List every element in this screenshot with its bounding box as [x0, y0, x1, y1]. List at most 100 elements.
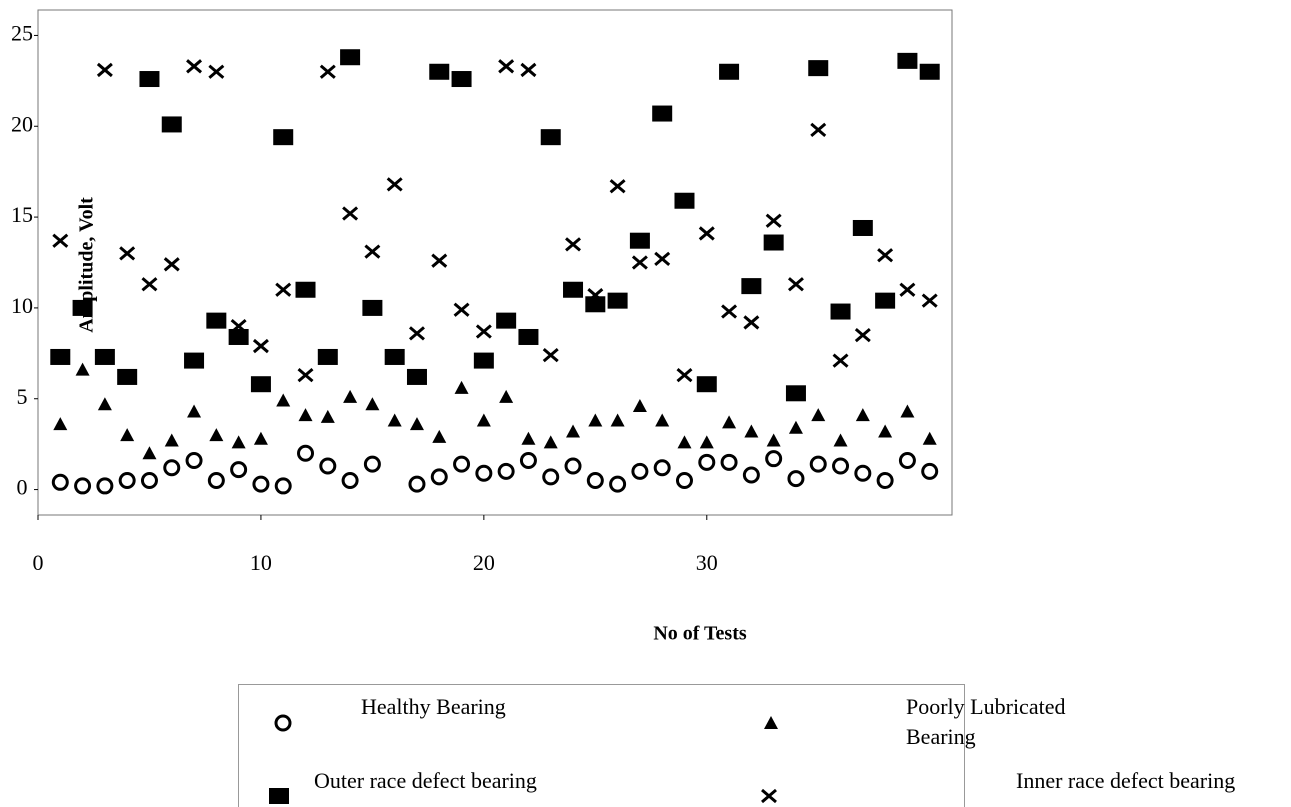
data-point — [117, 368, 138, 385]
data-point — [432, 429, 447, 443]
legend-marker — [274, 714, 292, 732]
data-point — [453, 302, 470, 317]
data-point — [252, 338, 269, 354]
data-point — [140, 471, 158, 489]
data-point — [276, 393, 291, 407]
data-point — [699, 435, 714, 449]
data-point — [364, 244, 381, 259]
data-point — [763, 234, 784, 251]
data-point — [810, 122, 827, 138]
y-tick-label: 0 — [17, 475, 28, 500]
data-point — [297, 367, 314, 383]
data-point — [676, 367, 693, 383]
data-point — [50, 348, 71, 365]
legend-symbol — [761, 788, 777, 804]
data-point — [787, 470, 805, 488]
legend-label: Inner race defect bearing — [1016, 768, 1236, 793]
data-point — [408, 326, 425, 341]
plot-frame — [37, 9, 953, 516]
data-point — [340, 49, 361, 66]
data-point — [610, 413, 625, 427]
data-point — [765, 213, 782, 228]
data-point — [295, 281, 316, 298]
data-point — [384, 348, 405, 365]
data-point — [473, 352, 494, 369]
y-tick-label: 15 — [11, 202, 33, 227]
data-point — [53, 417, 68, 431]
data-point — [496, 312, 517, 329]
data-point — [607, 292, 628, 309]
data-point — [252, 475, 270, 493]
data-point — [187, 404, 202, 418]
data-point — [519, 452, 537, 470]
data-point — [319, 457, 337, 475]
data-point — [429, 63, 450, 80]
data-point — [406, 368, 427, 385]
data-point — [475, 324, 492, 339]
data-point — [631, 462, 649, 480]
data-point — [632, 399, 647, 413]
data-point — [362, 299, 383, 316]
legend-marker — [761, 788, 777, 804]
data-point — [184, 352, 205, 369]
data-point — [585, 296, 606, 313]
data-point — [722, 415, 737, 429]
x-tick-label: 10 — [250, 550, 272, 575]
data-point — [430, 468, 448, 486]
data-point — [675, 471, 693, 489]
data-point — [96, 477, 114, 495]
legend-marker — [764, 716, 778, 729]
data-point — [811, 408, 826, 422]
data-point — [542, 348, 559, 363]
data-point — [386, 177, 403, 192]
data-point — [250, 376, 271, 393]
data-point — [476, 413, 491, 427]
data-point — [741, 278, 762, 295]
data-point — [653, 459, 671, 477]
data-point — [118, 471, 136, 489]
data-point — [274, 477, 292, 495]
y-tick-label: 5 — [17, 384, 28, 409]
data-point — [298, 408, 313, 422]
data-point — [720, 453, 738, 471]
data-point — [497, 462, 515, 480]
data-point — [587, 288, 604, 303]
data-point — [743, 315, 760, 330]
legend-label: Healthy Bearing — [361, 694, 506, 719]
data-point — [454, 380, 469, 394]
data-point — [921, 293, 938, 308]
data-point — [97, 397, 112, 411]
data-point — [629, 232, 650, 249]
data-point — [543, 435, 558, 449]
legend-symbol — [269, 788, 289, 804]
legend: Healthy Bearing Poorly Lubricated Bearing… — [238, 684, 1235, 807]
data-point — [387, 413, 402, 427]
data-point — [119, 246, 136, 261]
data-point — [142, 446, 157, 460]
data-point — [609, 179, 626, 194]
data-point — [854, 464, 872, 482]
data-point — [342, 206, 359, 221]
y-tick-label: 25 — [11, 20, 33, 45]
x-tick-label: 20 — [473, 550, 495, 575]
data-point — [275, 282, 292, 297]
data-point — [542, 468, 560, 486]
data-point — [875, 292, 896, 309]
data-point — [408, 475, 426, 493]
data-point — [719, 63, 740, 80]
data-point — [765, 450, 783, 468]
data-point — [320, 409, 335, 423]
data-point — [563, 281, 584, 298]
data-point — [94, 348, 115, 365]
y-tick-label: 10 — [11, 293, 33, 318]
y-tick-label: 20 — [11, 111, 33, 136]
data-point — [365, 397, 380, 411]
x-tick-label: 30 — [696, 550, 718, 575]
data-point — [521, 431, 536, 445]
data-point — [520, 62, 537, 78]
data-point — [230, 318, 247, 334]
data-point — [206, 312, 227, 329]
data-point — [698, 453, 716, 471]
data-point — [898, 452, 916, 470]
